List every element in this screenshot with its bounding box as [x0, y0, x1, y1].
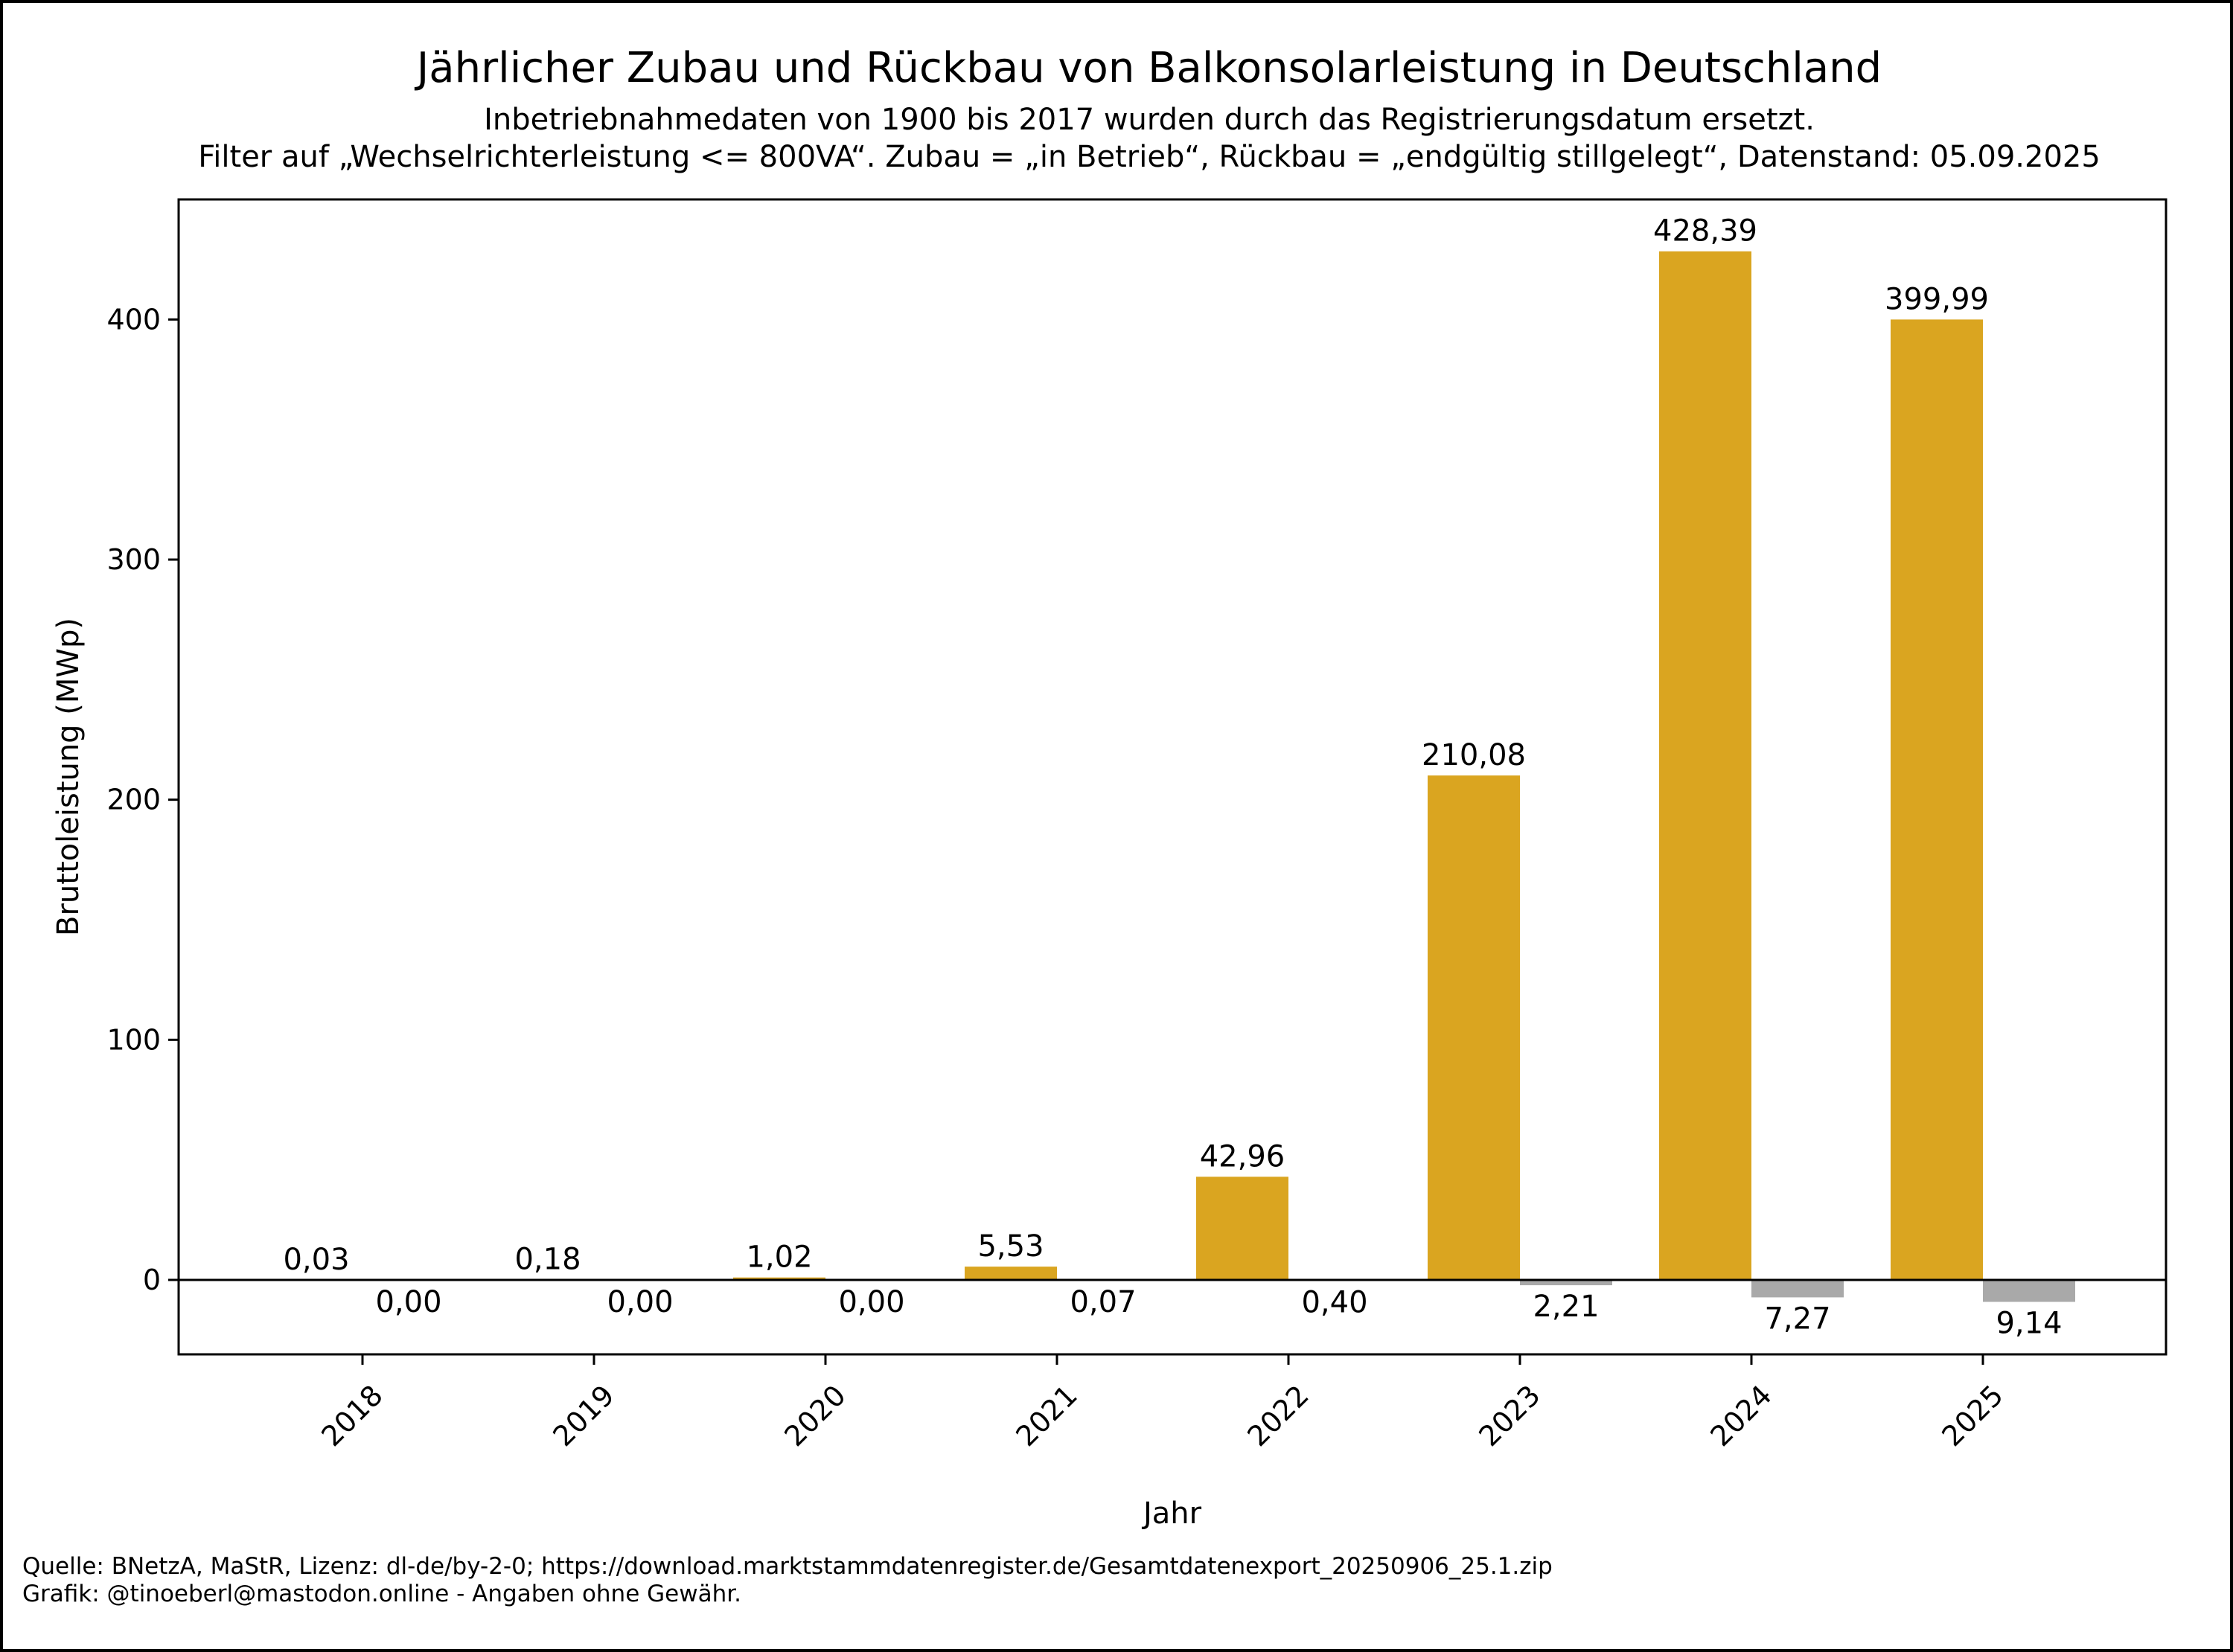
rueckbau-value-label-2024: 7,27	[1764, 1302, 1830, 1336]
zubau-value-label-2024: 428,39	[1653, 214, 1757, 249]
source-footer-line-1: Quelle: BNetzA, MaStR, Lizenz: dl-de/by-…	[22, 1553, 1553, 1580]
rueckbau-bar-2023	[1520, 1279, 1612, 1286]
chart-title: Jährlicher Zubau und Rückbau von Balkons…	[415, 44, 1882, 92]
chart-subtitle-line-1: Inbetriebnahmedaten von 1900 bis 2017 wu…	[484, 103, 1815, 137]
x-tick-label-2025: 2025	[1935, 1379, 2010, 1453]
x-tick-label-2020: 2020	[778, 1379, 852, 1453]
y-tick-label: 200	[106, 784, 161, 816]
y-axis-label: Bruttoleistung (MWp)	[51, 618, 86, 936]
rueckbau-value-label-2018: 0,00	[375, 1285, 441, 1319]
rueckbau-value-label-2022: 0,40	[1301, 1285, 1367, 1319]
rueckbau-value-label-2023: 2,21	[1533, 1290, 1599, 1324]
rueckbau-value-label-2025: 9,14	[1996, 1306, 2062, 1340]
zubau-value-label-2020: 1,02	[746, 1240, 812, 1275]
rueckbau-bar-2025	[1983, 1279, 2075, 1302]
rueckbau-value-label-2019: 0,00	[607, 1285, 673, 1319]
x-tick-label-2018: 2018	[315, 1379, 389, 1453]
rueckbau-value-label-2021: 0,07	[1070, 1285, 1136, 1319]
zubau-bar-2025	[1891, 319, 1983, 1280]
zubau-value-label-2023: 210,08	[1422, 738, 1526, 772]
x-axis-label: Jahr	[1141, 1496, 1202, 1531]
zubau-bar-2022	[1196, 1176, 1288, 1280]
y-tick-label: 400	[106, 303, 161, 336]
plot-area-frame	[177, 198, 2167, 1356]
chart-subtitle-line-2: Filter auf „Wechselrichterleistung <= 80…	[198, 140, 2101, 174]
y-tick-label: 100	[106, 1023, 161, 1056]
zubau-bar-2021	[965, 1267, 1057, 1280]
x-tick-label-2021: 2021	[1009, 1379, 1084, 1453]
zubau-bar-2023	[1428, 775, 1520, 1280]
y-tick-label: 0	[143, 1264, 161, 1296]
source-footer-line-2: Grafik: @tinoeberl@mastodon.online - Ang…	[22, 1581, 741, 1607]
zubau-bar-2020	[733, 1277, 825, 1280]
x-axis: 2018 2019 2020 2021 2022 2023 2024 2025	[315, 1354, 2010, 1453]
zubau-value-label-2022: 42,96	[1200, 1139, 1285, 1174]
x-tick-label-2024: 2024	[1704, 1379, 1778, 1453]
rueckbau-bar-2024	[1751, 1279, 1844, 1298]
zubau-bar-2024	[1659, 251, 1751, 1280]
zubau-value-label-2018: 0,03	[283, 1243, 349, 1277]
zubau-value-label-2025: 399,99	[1885, 282, 1989, 316]
x-tick-label-2022: 2022	[1241, 1379, 1315, 1453]
x-tick-label-2023: 2023	[1472, 1379, 1547, 1453]
zubau-value-label-2021: 5,53	[977, 1229, 1044, 1264]
data-labels-layer: 0,03 0,18 1,02 5,53 42,96 210,08 428,39 399,99 0…	[283, 214, 2062, 1341]
y-tick-label: 300	[106, 543, 161, 576]
y-axis: 0 100 200 300 400	[106, 303, 179, 1296]
zubau-value-label-2019: 0,18	[514, 1242, 581, 1276]
x-tick-label-2019: 2019	[546, 1379, 621, 1453]
bars-layer	[270, 251, 2075, 1302]
rueckbau-value-label-2020: 0,00	[838, 1285, 904, 1319]
